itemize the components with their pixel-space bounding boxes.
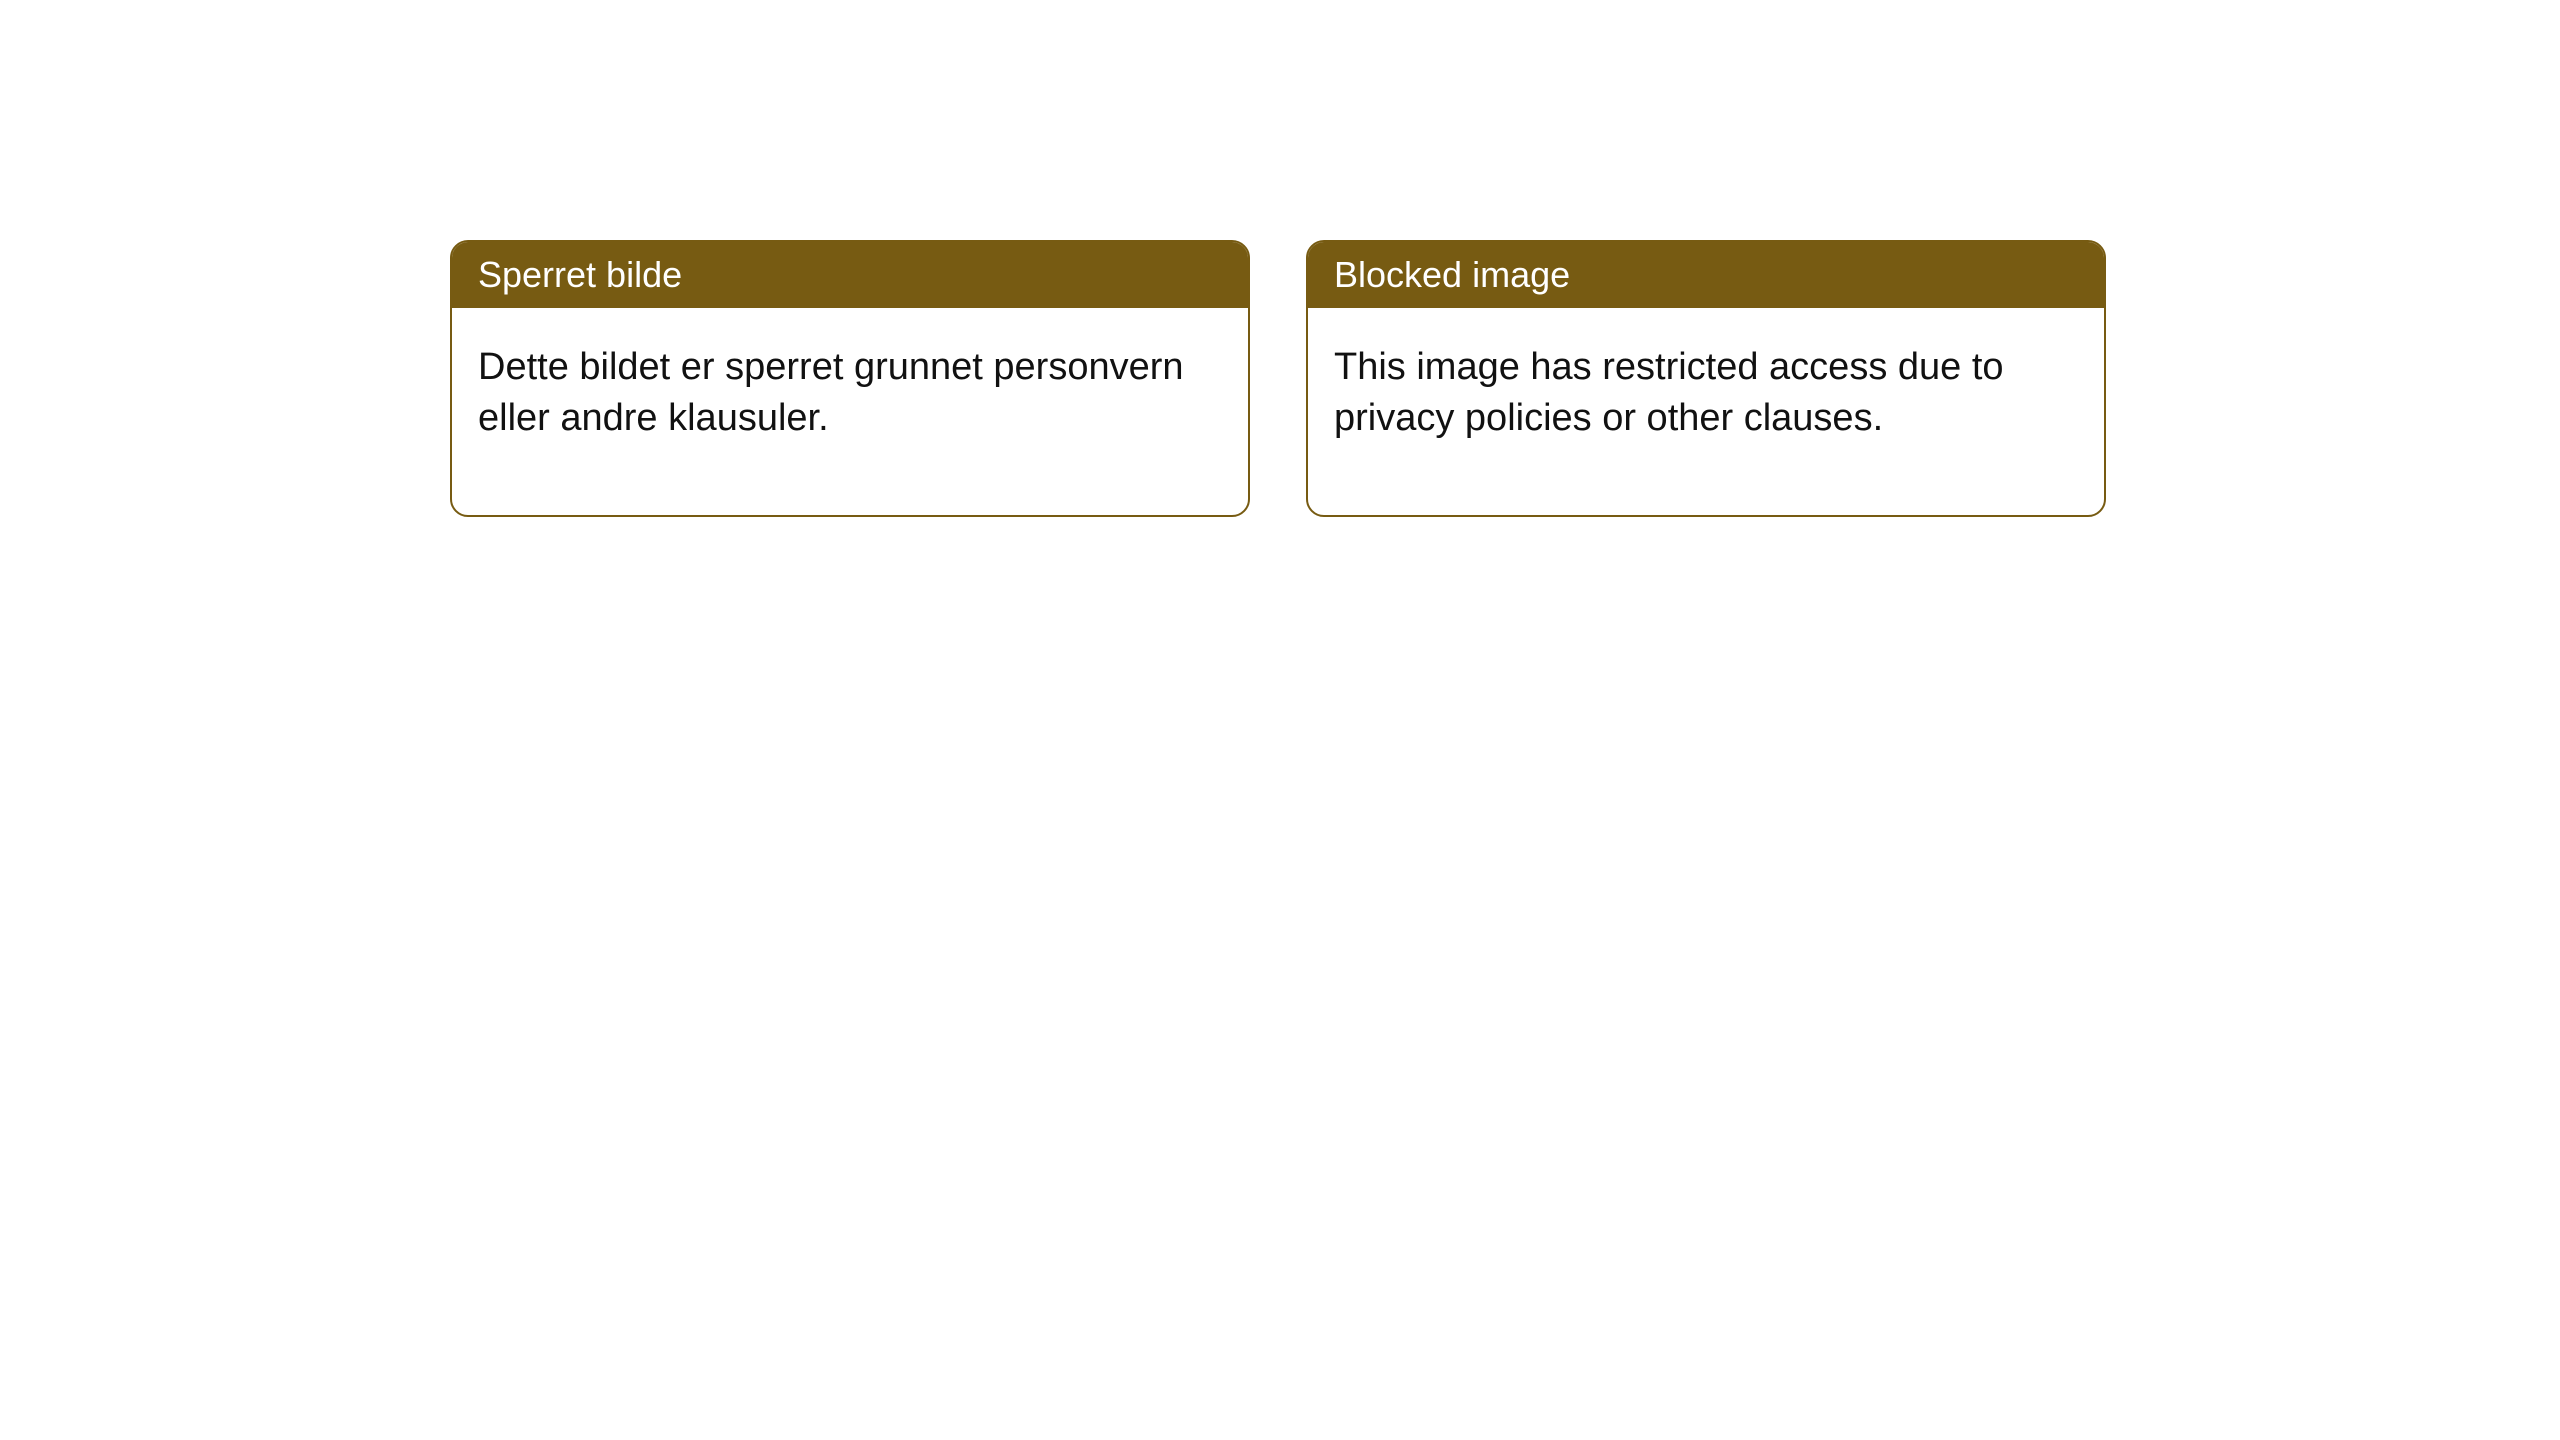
notice-card-english: Blocked image This image has restricted … [1306,240,2106,517]
notice-body-english: This image has restricted access due to … [1308,308,2104,515]
notice-container: Sperret bilde Dette bildet er sperret gr… [450,240,2106,517]
notice-header-norwegian: Sperret bilde [452,242,1248,308]
notice-card-norwegian: Sperret bilde Dette bildet er sperret gr… [450,240,1250,517]
notice-header-english: Blocked image [1308,242,2104,308]
notice-body-norwegian: Dette bildet er sperret grunnet personve… [452,308,1248,515]
